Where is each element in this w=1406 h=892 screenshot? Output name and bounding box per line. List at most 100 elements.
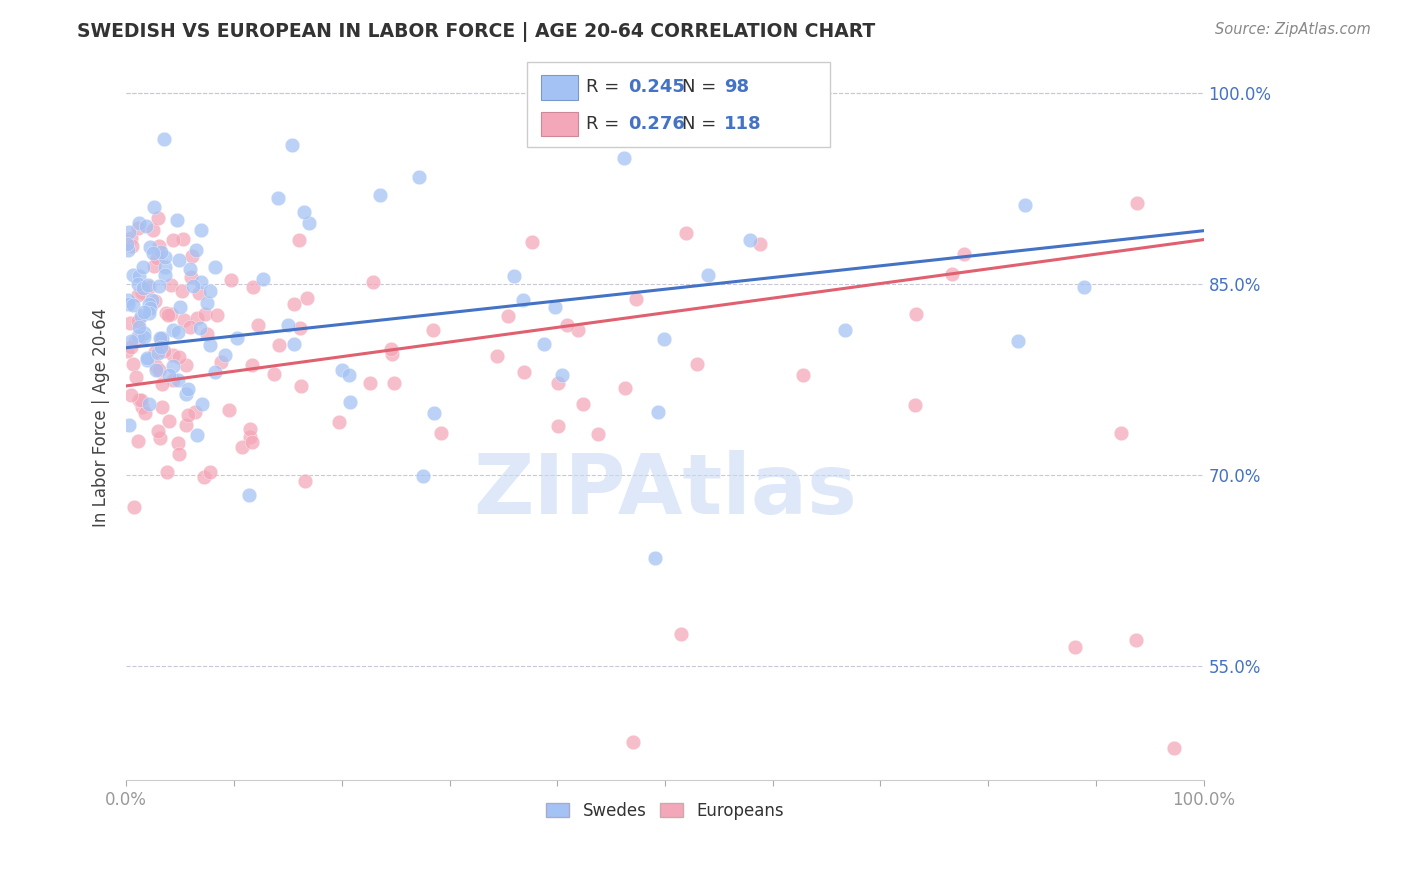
Point xyxy=(288,233,311,247)
Point xyxy=(152,344,174,359)
Point xyxy=(132,281,155,295)
Point xyxy=(290,378,312,392)
Point xyxy=(294,474,316,488)
Point xyxy=(198,465,221,479)
Point xyxy=(134,326,156,340)
Point xyxy=(792,368,814,383)
Point xyxy=(382,376,405,390)
Point xyxy=(738,233,761,247)
Point xyxy=(240,435,263,450)
Point xyxy=(547,418,569,433)
Point xyxy=(337,368,360,383)
Point xyxy=(533,336,555,351)
Point xyxy=(298,217,321,231)
Point xyxy=(142,245,165,260)
Point xyxy=(155,306,177,320)
Point xyxy=(621,735,644,749)
Point xyxy=(204,260,226,274)
Point xyxy=(173,313,195,327)
Point xyxy=(496,310,519,324)
Point xyxy=(422,323,444,337)
Point xyxy=(128,392,150,407)
Point xyxy=(167,446,190,460)
Point xyxy=(120,387,142,401)
Point xyxy=(586,427,609,442)
Point xyxy=(157,308,180,322)
Point xyxy=(117,293,139,307)
Text: SWEDISH VS EUROPEAN IN LABOR FORCE | AGE 20-64 CORRELATION CHART: SWEDISH VS EUROPEAN IN LABOR FORCE | AGE… xyxy=(77,22,876,42)
Point xyxy=(686,357,709,371)
Point xyxy=(214,348,236,362)
Point xyxy=(167,325,190,339)
Text: 98: 98 xyxy=(724,78,749,95)
Point xyxy=(167,252,190,267)
Point xyxy=(138,297,160,311)
Point xyxy=(128,217,150,231)
Point xyxy=(145,359,167,373)
Point xyxy=(127,314,149,328)
Point xyxy=(328,415,350,429)
Point xyxy=(148,345,170,359)
Point xyxy=(162,374,184,388)
Point xyxy=(1125,633,1147,648)
Point xyxy=(138,306,160,320)
Point xyxy=(157,413,180,427)
Point xyxy=(520,235,543,249)
Point xyxy=(136,278,159,293)
Point xyxy=(953,247,976,261)
Point xyxy=(669,627,692,641)
Point xyxy=(226,331,249,345)
Point xyxy=(162,359,184,374)
Point xyxy=(381,347,404,361)
Point xyxy=(904,398,927,412)
Point xyxy=(267,338,290,352)
Point xyxy=(149,331,172,345)
Point xyxy=(131,401,153,415)
Legend: Swedes, Europeans: Swedes, Europeans xyxy=(540,795,790,826)
Point xyxy=(749,237,772,252)
Point xyxy=(551,368,574,382)
Point xyxy=(128,320,150,334)
Point xyxy=(191,397,214,411)
Point xyxy=(941,267,963,281)
Text: 0.276: 0.276 xyxy=(628,115,685,133)
Point xyxy=(135,219,157,234)
Point xyxy=(380,342,402,356)
Point xyxy=(567,323,589,337)
Point xyxy=(120,340,142,354)
Point xyxy=(187,285,209,300)
Point xyxy=(647,405,669,419)
Point xyxy=(263,367,285,381)
Point xyxy=(181,278,204,293)
Point xyxy=(179,261,201,276)
Point xyxy=(252,272,274,286)
Point xyxy=(132,304,155,318)
Point xyxy=(239,430,262,444)
Point xyxy=(139,240,162,254)
Text: R =: R = xyxy=(586,115,626,133)
Point xyxy=(176,382,198,396)
Point xyxy=(295,291,318,305)
Point xyxy=(174,387,197,401)
Point xyxy=(143,345,166,359)
Point xyxy=(150,332,173,346)
Point xyxy=(180,270,202,285)
Point xyxy=(127,434,149,448)
Point xyxy=(1073,279,1095,293)
Point xyxy=(238,488,260,502)
Point xyxy=(430,426,453,441)
Point xyxy=(652,332,675,346)
Point xyxy=(246,318,269,333)
Point xyxy=(150,244,173,259)
Point xyxy=(127,221,149,235)
Point xyxy=(644,550,666,565)
Point xyxy=(160,307,183,321)
Point xyxy=(502,269,524,284)
Point xyxy=(159,278,181,293)
Point xyxy=(339,395,361,409)
Point xyxy=(120,317,142,331)
Point xyxy=(138,397,160,411)
Point xyxy=(121,239,143,253)
Point xyxy=(157,368,180,382)
Point xyxy=(124,334,146,348)
